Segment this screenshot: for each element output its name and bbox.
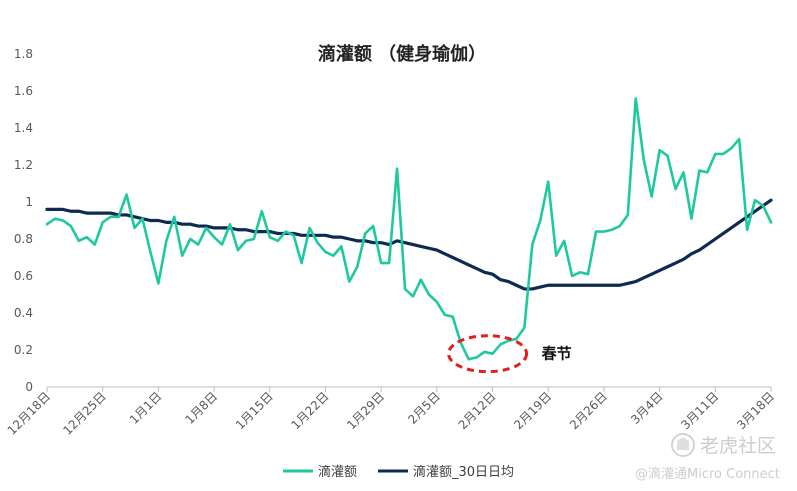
watermark: 老虎社区 @滴灌通Micro Connect xyxy=(635,433,780,482)
y-tick-label: 0.6 xyxy=(14,269,33,283)
spring-festival-marker xyxy=(447,334,529,374)
series-line-30day-avg xyxy=(45,198,773,291)
series-line-daily xyxy=(45,97,773,361)
y-tick-label: 1.4 xyxy=(14,121,33,135)
watermark-source: @滴灌通Micro Connect xyxy=(635,466,780,482)
legend: 滴灌额 滴灌额_30日日均 xyxy=(283,464,514,480)
x-tick-label: 1月22日 xyxy=(289,389,332,432)
x-tick-label: 12月18日 xyxy=(5,389,53,437)
watermark-brand: 老虎社区 xyxy=(700,435,776,457)
legend-label: 滴灌额_30日日均 xyxy=(413,464,514,480)
x-tick-label: 12月25日 xyxy=(60,389,108,437)
annotation-label: 春节 xyxy=(542,345,572,363)
legend-item-series-1: 滴灌额 xyxy=(283,464,357,480)
x-tick-label: 3月4日 xyxy=(628,389,666,427)
x-tick-label: 2月12日 xyxy=(456,389,499,432)
chart-title: 滴灌额 （健身瑜伽） xyxy=(318,43,486,65)
y-tick-label: 0 xyxy=(25,380,33,394)
x-tick-label: 2月26日 xyxy=(567,389,610,432)
y-tick-label: 1 xyxy=(25,195,33,209)
y-tick-label: 1.6 xyxy=(14,84,33,98)
y-axis: 0 0.2 0.4 0.6 0.8 1 1.2 1.4 1.6 1.8 xyxy=(14,47,33,394)
y-tick-label: 0.8 xyxy=(14,232,33,246)
x-axis: 12月18日 12月25日 1月1日 1月8日 1月15日 1月22日 1月29日 2月5日 2… xyxy=(5,386,777,438)
y-tick-label: 0.2 xyxy=(14,343,33,357)
x-tick-label: 2月5日 xyxy=(405,389,443,427)
x-tick-label: 3月11日 xyxy=(678,389,721,432)
series-layer xyxy=(45,97,773,361)
x-tick-label: 1月15日 xyxy=(233,389,276,432)
x-tick-label: 3月18日 xyxy=(734,389,777,432)
x-tick-label: 1月8日 xyxy=(183,389,221,427)
tiger-logo-icon xyxy=(671,433,695,457)
y-tick-label: 1.8 xyxy=(14,47,33,61)
annotation-layer: 春节 xyxy=(447,334,572,374)
legend-item-series-2: 滴灌额_30日日均 xyxy=(378,464,514,480)
y-tick-label: 0.4 xyxy=(14,306,33,320)
x-tick-label: 2月19日 xyxy=(511,389,554,432)
x-tick-label: 1月29日 xyxy=(344,389,387,432)
y-tick-label: 1.2 xyxy=(14,158,33,172)
x-tick-label: 1月1日 xyxy=(127,389,165,427)
legend-label: 滴灌额 xyxy=(318,464,357,480)
